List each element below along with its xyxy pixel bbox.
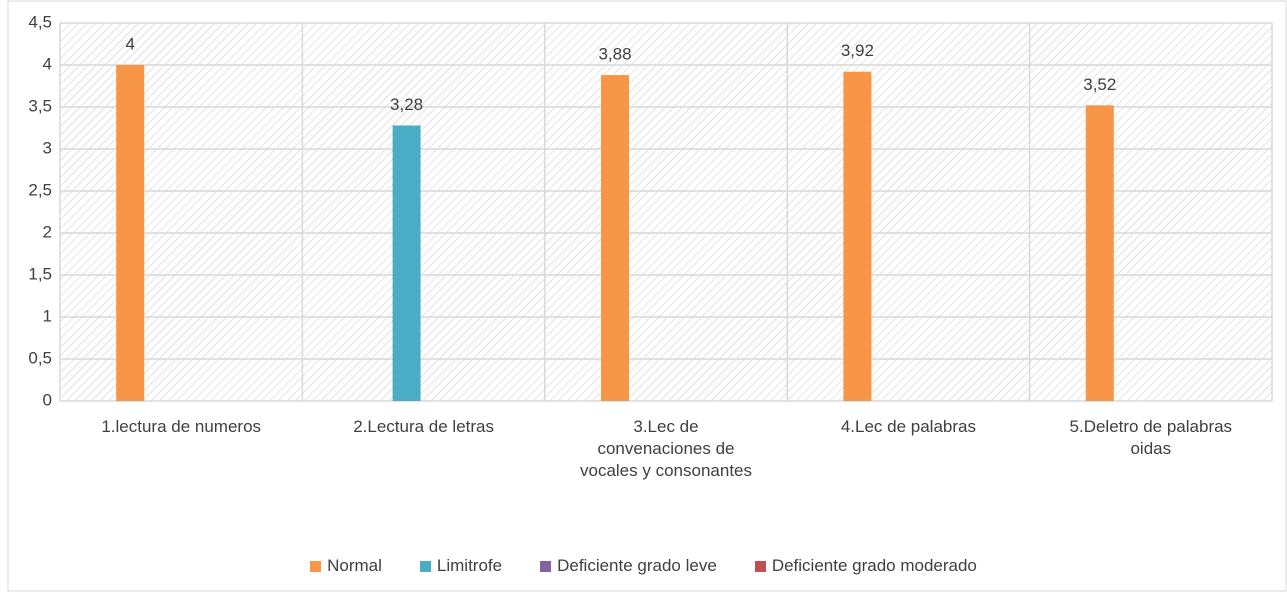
y-tick-label: 4	[43, 54, 52, 73]
y-tick-label: 3	[43, 138, 52, 157]
y-tick-label: 0	[43, 390, 52, 409]
legend-swatch	[310, 560, 322, 572]
data-label: 3,52	[1083, 75, 1116, 94]
y-tick-label: 1	[43, 306, 52, 325]
x-tick-label: 1.lectura de numeros	[101, 417, 262, 436]
legend-swatch	[419, 560, 431, 572]
y-tick-label: 4,5	[28, 12, 52, 31]
data-label: 3,88	[598, 45, 631, 64]
x-tick-label: 4.Lec de palabras	[840, 417, 976, 436]
y-tick-label: 2,5	[28, 180, 52, 199]
bar	[392, 125, 421, 401]
y-tick-label: 1,5	[28, 264, 52, 283]
bar	[116, 65, 145, 401]
plot-background	[60, 23, 1272, 401]
legend-item: Limitrofe	[419, 556, 503, 576]
x-tick-label: 5.Deletro de palabras oidas	[1069, 417, 1233, 458]
legend-swatch	[754, 560, 766, 572]
data-label: 3,28	[390, 95, 423, 114]
x-tick-label: 2.Lectura de letras	[353, 417, 494, 436]
legend: Normal Limitrofe Deficiente grado leve Defi…	[0, 556, 1287, 576]
bar	[843, 71, 872, 401]
legend-label: Limitrofe	[436, 556, 503, 575]
legend-item: Deficiente grado moderado	[754, 556, 977, 576]
y-tick-label: 0,5	[28, 348, 52, 367]
y-tick-label: 3,5	[28, 96, 52, 115]
legend-item: Normal	[310, 556, 382, 576]
legend-label: Normal	[327, 556, 382, 575]
x-tick-label: 3.Lec de convenaciones de vocales y cons…	[580, 417, 752, 480]
bar	[1085, 105, 1114, 401]
data-label: 4	[125, 34, 134, 53]
y-tick-label: 2	[43, 222, 52, 241]
legend-item: Deficiente grado leve	[540, 556, 717, 576]
legend-label: Deficiente grado leve	[557, 556, 717, 575]
legend-swatch	[540, 560, 552, 572]
data-label: 3,92	[841, 41, 874, 60]
bar	[601, 75, 629, 401]
legend-label: Deficiente grado moderado	[771, 556, 977, 575]
